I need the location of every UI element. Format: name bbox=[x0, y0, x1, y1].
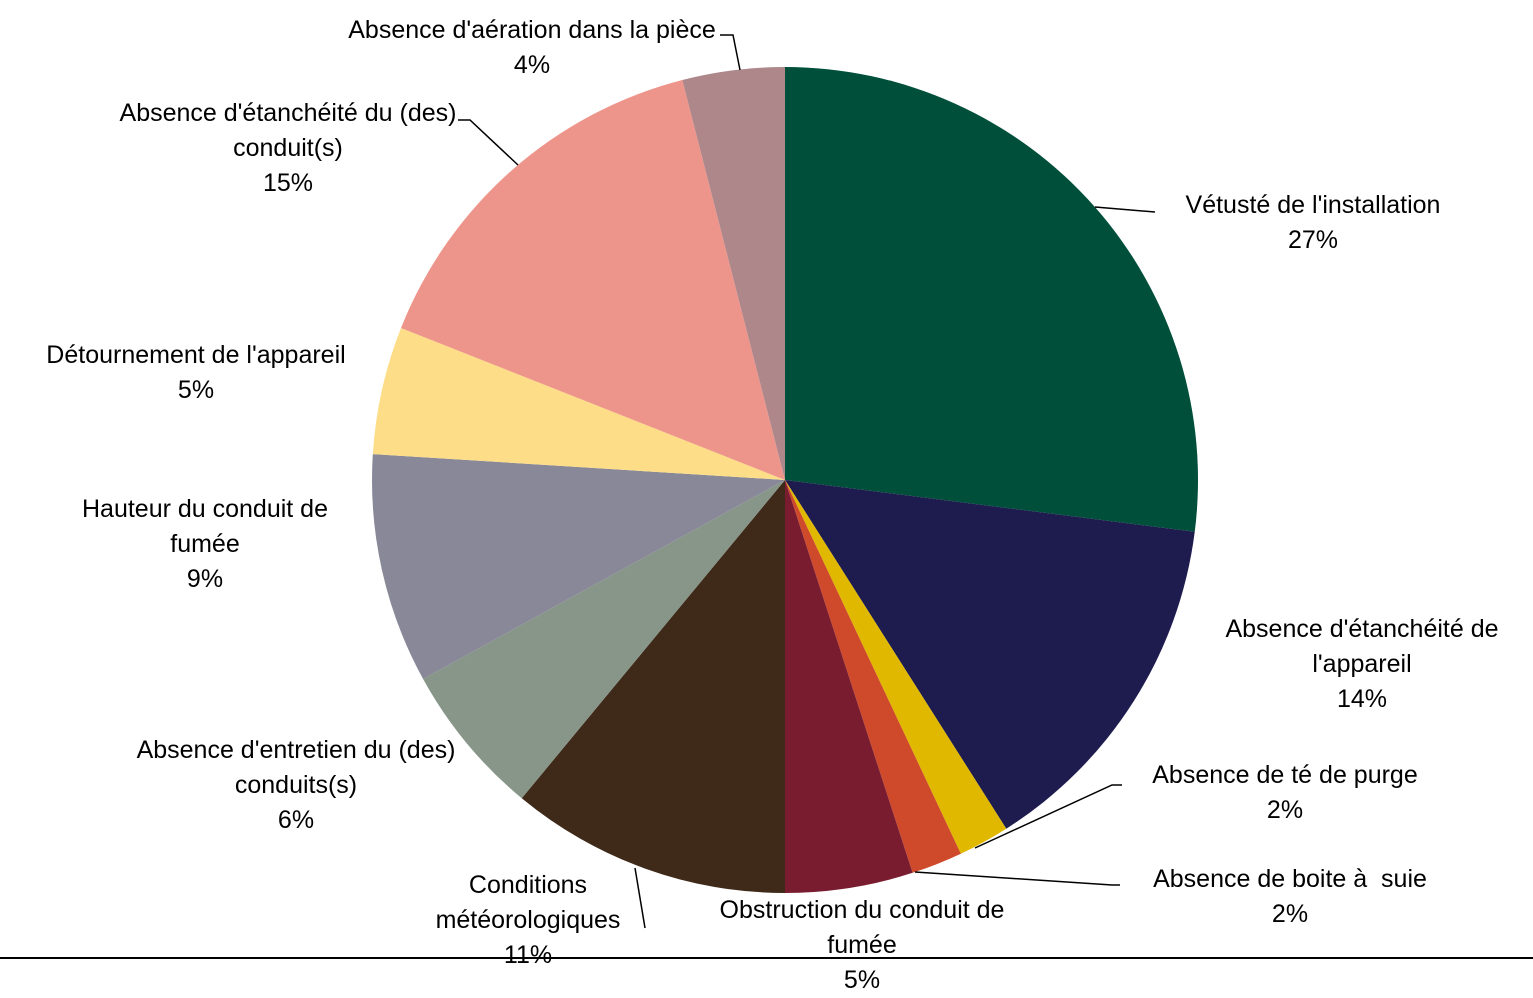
slice-label: Obstruction du conduit de fumée 5% bbox=[682, 893, 1042, 998]
pie-slice bbox=[682, 67, 785, 480]
category-label: Absence d'étanchéité de l'appareil bbox=[1225, 615, 1506, 678]
value-label: 4% bbox=[513, 51, 551, 79]
baseline-rule bbox=[0, 957, 1533, 959]
slice-label: Hauteur du conduit de fumée 9% bbox=[45, 492, 365, 597]
slice-label: Absence de boite à suie 2% bbox=[1110, 862, 1470, 932]
category-label: Absence de té de purge bbox=[1152, 761, 1418, 789]
value-label: 14% bbox=[1336, 685, 1388, 713]
pie-slice bbox=[423, 480, 785, 799]
leader-line bbox=[974, 784, 1122, 849]
value-label: 11% bbox=[503, 941, 553, 969]
slice-label: Absence de té de purge 2% bbox=[1115, 758, 1455, 828]
slice-label: Détournement de l'appareil 5% bbox=[6, 338, 386, 408]
value-label: 2% bbox=[1271, 900, 1309, 928]
category-label: Conditions météorologiques bbox=[435, 871, 621, 934]
value-label: 15% bbox=[262, 169, 314, 197]
pie-slice bbox=[521, 480, 785, 893]
leader-line bbox=[1094, 206, 1156, 213]
value-label: 5% bbox=[843, 966, 881, 994]
pie-slice bbox=[785, 480, 913, 893]
pie-slice bbox=[372, 327, 785, 480]
pie-slice bbox=[371, 454, 785, 679]
category-label: Absence d'étanchéité du (des) conduit(s) bbox=[119, 99, 464, 162]
leader-lines bbox=[458, 34, 1156, 929]
leader-line bbox=[720, 34, 741, 71]
category-label: Absence d'aération dans la pièce bbox=[348, 16, 716, 44]
slice-label: Absence d'aération dans la pièce 4% bbox=[342, 13, 722, 83]
category-label: Détournement de l'appareil bbox=[46, 341, 346, 369]
pie-slice bbox=[785, 480, 961, 873]
category-label: Absence de boite à suie bbox=[1153, 865, 1427, 893]
pie-slice bbox=[785, 67, 1199, 532]
leader-line bbox=[634, 867, 646, 929]
pie bbox=[371, 67, 1199, 893]
value-label: 5% bbox=[177, 376, 215, 404]
category-label: Obstruction du conduit de fumée bbox=[719, 896, 1012, 959]
slice-label: Absence d'entretien du (des) conduits(s)… bbox=[136, 733, 456, 838]
slice-label: Absence d'étanchéité de l'appareil 14% bbox=[1192, 612, 1532, 717]
leader-line bbox=[914, 871, 1120, 886]
pie-slice bbox=[401, 79, 785, 480]
category-label: Hauteur du conduit de fumée bbox=[81, 495, 335, 558]
value-label: 2% bbox=[1266, 796, 1304, 824]
pie-slice bbox=[785, 480, 1007, 854]
category-label: Absence d'entretien du (des) conduits(s) bbox=[136, 736, 463, 799]
slice-label: Absence d'étanchéité du (des) conduit(s)… bbox=[118, 96, 458, 201]
value-label: 27% bbox=[1287, 226, 1339, 254]
pie-slice bbox=[785, 480, 1195, 829]
slice-label: Conditions météorologiques 11% bbox=[413, 868, 643, 973]
value-label: 6% bbox=[277, 806, 315, 834]
leader-line bbox=[458, 119, 519, 166]
value-label: 9% bbox=[186, 565, 224, 593]
category-label: Vétusté de l'installation bbox=[1185, 191, 1441, 219]
slice-label: Vétusté de l'installation 27% bbox=[1143, 188, 1483, 258]
